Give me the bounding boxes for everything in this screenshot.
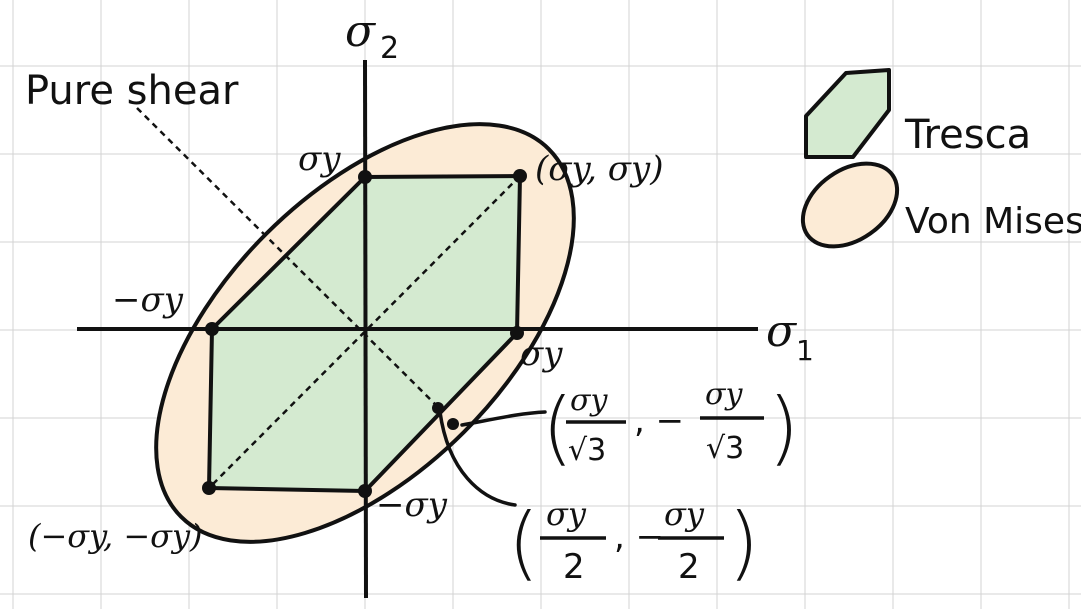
sigma1-label: σ [766,306,798,357]
point-bottom-left [202,481,216,495]
label-left: −σy [112,280,184,320]
vm-open-paren: ( [542,381,573,474]
sigma2-subscript: 2 [380,31,399,66]
point-right [510,326,524,340]
vm-close-paren: ) [768,381,799,474]
label-bottom: −σy [376,485,448,525]
point-vm-shear [447,418,459,430]
tr-separator: , − [614,517,664,557]
tr-den1: 2 [563,547,585,587]
sigma2-label: σ [345,6,377,57]
vm-den2: √3 [706,431,744,466]
tresca-shear-leader [438,410,517,507]
point-top-right [513,169,527,183]
key-points [202,169,527,498]
tresca-shear-annotation: ( σy 2 , − σy 2 ) [508,495,759,589]
label-top: σy [298,139,341,179]
tr-open-paren: ( [508,496,539,589]
tr-num2: σy [664,495,705,533]
legend-von-mises-swatch [800,161,900,249]
label-bottom-left: (−σy, −σy) [28,517,203,555]
vm-num1: σy [570,383,608,418]
sigma1-subscript: 1 [796,334,814,367]
label-top-right: (σy, σy) [535,149,663,189]
pure-shear-label: Pure shear [25,68,239,114]
vm-shear-leader [460,410,547,427]
tr-den2: 2 [678,547,700,587]
tr-num1: σy [546,495,587,533]
vm-shear-annotation: ( σy √3 , − σy √3 ) [542,377,799,474]
point-tresca-shear [432,402,444,414]
point-bottom [358,484,372,498]
sigma2-axis [363,59,368,599]
vm-separator: , − [634,401,684,441]
legend-tresca-label: Tresca [904,112,1031,158]
vm-den1: √3 [568,433,606,468]
legend-tresca-swatch [804,68,891,159]
tr-close-paren: ) [728,496,759,589]
legend: Tresca Von Mises [800,68,1081,249]
legend-von-mises-label: Von Mises [905,201,1081,242]
point-top [358,170,372,184]
label-right: σy [520,334,563,374]
point-left [205,322,219,336]
vm-num2: σy [705,377,743,412]
pure-shear-diagonal [136,107,443,412]
